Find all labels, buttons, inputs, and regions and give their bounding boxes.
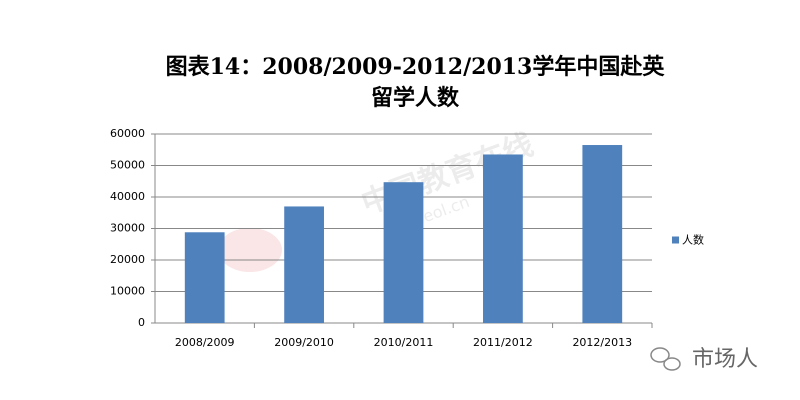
x-tick-label: 2010/2011 — [374, 336, 434, 349]
bar — [582, 145, 623, 323]
y-tick-label: 0 — [138, 316, 145, 329]
bar — [284, 206, 324, 323]
legend-swatch — [672, 236, 679, 244]
chart-title: 图表14：2008/2009-2012/2013学年中国赴英留学人数 — [165, 54, 665, 111]
y-tick-label: 10000 — [110, 285, 145, 298]
y-tick-label: 60000 — [110, 127, 145, 140]
y-tick-label: 50000 — [110, 159, 145, 172]
x-tick-label: 2008/2009 — [175, 336, 235, 349]
y-tick-label: 40000 — [110, 190, 145, 203]
watermark-logo — [218, 228, 282, 272]
wechat-icon — [650, 347, 681, 371]
watermark-text: 市场人 — [692, 347, 758, 372]
y-tick-label: 20000 — [110, 253, 145, 266]
bar — [184, 232, 225, 323]
x-tick-label: 2012/2013 — [572, 336, 632, 349]
y-tick-label: 30000 — [110, 222, 145, 235]
legend-label: 人数 — [682, 234, 704, 247]
bar — [483, 154, 523, 323]
x-tick-label: 2011/2012 — [473, 336, 533, 349]
x-tick-label: 2009/2010 — [274, 336, 334, 349]
bar — [383, 182, 424, 323]
